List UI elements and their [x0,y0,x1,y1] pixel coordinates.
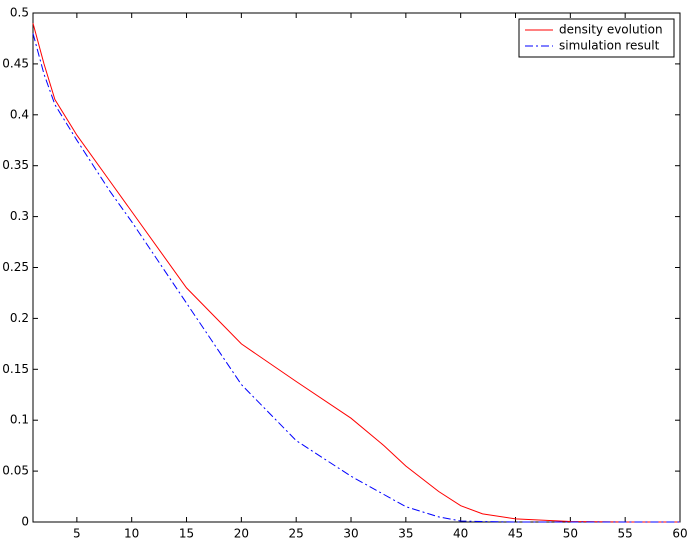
legend-label: simulation result [559,39,660,53]
x-tick-label: 25 [289,527,304,541]
y-tick-label: 0.45 [2,56,29,70]
x-tick-label: 60 [672,527,687,541]
legend-label: density evolution [559,23,663,37]
legend-box [518,18,675,58]
x-tick-label: 55 [618,527,633,541]
series-line [32,33,680,523]
y-tick-label: 0.1 [10,413,29,427]
y-tick-label: 0.3 [10,209,29,223]
y-tick-label: 0.35 [2,158,29,172]
x-tick-label: 5 [73,527,81,541]
y-tick-label: 0.2 [10,311,29,325]
y-tick-label: 0.25 [2,260,29,274]
series-line [32,23,680,523]
x-tick-label: 35 [398,527,413,541]
y-tick-label: 0.4 [10,107,29,121]
x-tick-label: 45 [508,527,523,541]
x-tick-label: 15 [179,527,194,541]
plot-area [32,12,681,523]
x-tick-label: 20 [234,527,249,541]
x-tick-label: 10 [124,527,139,541]
y-tick-label: 0.15 [2,362,29,376]
y-tick-label: 0.5 [10,6,29,20]
x-tick-label: 50 [563,527,578,541]
x-tick-label: 40 [453,527,468,541]
x-tick-label: 30 [343,527,358,541]
y-tick-label: 0 [21,515,29,529]
y-tick-label: 0.05 [2,464,29,478]
